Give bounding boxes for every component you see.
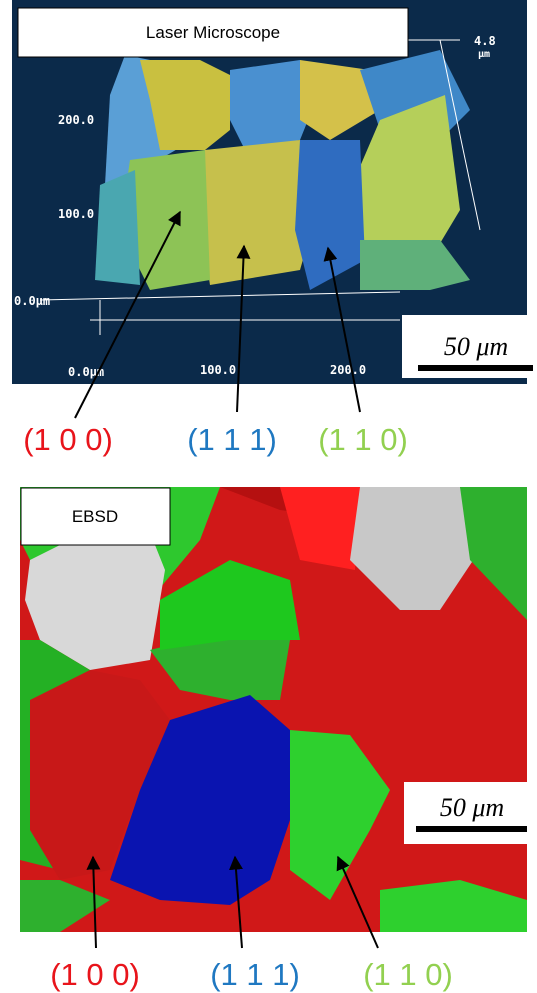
annotation: (1 1 1) [187, 422, 277, 457]
annotation: (1 0 0) [50, 957, 140, 992]
annotation: (1 1 1) [210, 957, 300, 992]
z-axis-unit: μm [478, 49, 490, 60]
y-axis-label: 100.0 [58, 207, 94, 221]
ebsd-panel: EBSD 50 μm [20, 487, 527, 932]
z-axis-value: 4.8 [474, 34, 496, 48]
laser-panel: Laser Microscope 200.0 100.0 0.0μm 0.0μm… [12, 0, 533, 384]
annotation: (1 0 0) [23, 422, 113, 457]
y-axis-label: 0.0μm [14, 294, 50, 308]
y-axis-label: 200.0 [58, 113, 94, 127]
scale-bar [416, 826, 527, 832]
panel-title: Laser Microscope [146, 23, 280, 42]
scale-bar-label: 50 μm [440, 793, 504, 822]
figure: Laser Microscope 200.0 100.0 0.0μm 0.0μm… [0, 0, 537, 993]
annotation: (1 1 0) [363, 957, 453, 992]
annotation: (1 1 0) [318, 422, 408, 457]
x-axis-label: 100.0 [200, 363, 236, 377]
scale-bar [418, 365, 533, 371]
panel-title: EBSD [72, 507, 118, 526]
x-axis-label: 200.0 [330, 363, 366, 377]
scale-bar-label: 50 μm [444, 332, 508, 361]
